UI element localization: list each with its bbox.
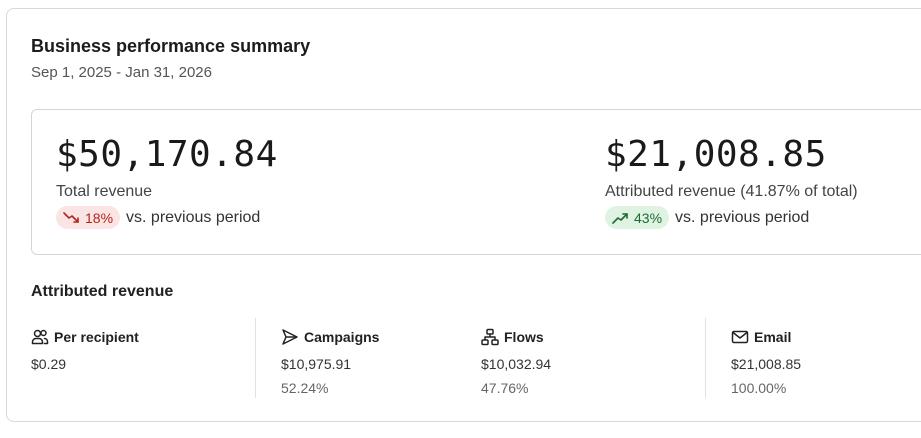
column-label: Email: [754, 329, 792, 345]
delta-value: 43%: [634, 209, 663, 226]
per-recipient-column: Per recipient $0.29: [31, 327, 139, 373]
total-revenue-label: Total revenue: [56, 183, 153, 200]
column-header: Email: [731, 327, 801, 347]
comparison-text: vs. previous period: [675, 208, 810, 226]
column-value: $10,975.91: [281, 356, 352, 372]
flows-column: Flows $10,032.94 47.76%: [481, 327, 551, 397]
total-revenue-metric: $50,170.84 Total revenue 18% vs. previou…: [56, 134, 278, 229]
column-divider: [705, 318, 706, 398]
column-percent: 100.00%: [731, 380, 787, 396]
total-revenue-delta-row: 18% vs. previous period: [56, 206, 278, 229]
page-title: Business performance summary: [31, 36, 311, 56]
column-header: Flows: [481, 327, 551, 347]
campaigns-column: Campaigns $10,975.91 52.24%: [281, 327, 379, 397]
column-percent: 52.24%: [281, 380, 329, 396]
metrics-panel: $50,170.84 Total revenue 18% vs. previou…: [31, 109, 921, 255]
attributed-revenue-metric: $21,008.85 Attributed revenue (41.87% of…: [605, 134, 858, 229]
email-column: Email $21,008.85 100.00%: [731, 327, 801, 397]
column-header: Per recipient: [31, 327, 139, 347]
column-percent: 47.76%: [481, 380, 529, 396]
delta-badge-down: 18%: [56, 206, 121, 229]
column-header: Campaigns: [281, 327, 379, 347]
performance-summary-card: [6, 8, 921, 422]
mail-icon: [731, 330, 749, 344]
attributed-revenue-value: $21,008.85: [605, 134, 827, 175]
column-value: $10,032.94: [481, 356, 552, 372]
column-label: Campaigns: [304, 329, 380, 345]
comparison-text: vs. previous period: [126, 208, 261, 226]
send-icon: [282, 329, 298, 345]
trend-up-icon: [612, 212, 628, 224]
flow-icon: [481, 328, 499, 346]
column-label: Flows: [504, 329, 544, 345]
total-revenue-value: $50,170.84: [56, 134, 278, 175]
attributed-revenue-label: Attributed revenue (41.87% of total): [605, 183, 858, 200]
trend-down-icon: [63, 211, 79, 223]
column-label: Per recipient: [54, 329, 139, 345]
column-value: $0.29: [31, 356, 67, 372]
users-icon: [31, 329, 49, 345]
attributed-revenue-heading: Attributed revenue: [31, 283, 174, 300]
column-value: $21,008.85: [731, 356, 802, 372]
column-divider: [255, 318, 256, 398]
delta-badge-up: 43%: [605, 206, 670, 229]
delta-value: 18%: [85, 209, 114, 226]
date-range: Sep 1, 2025 - Jan 31, 2026: [31, 64, 212, 81]
attributed-revenue-delta-row: 43% vs. previous period: [605, 206, 858, 229]
